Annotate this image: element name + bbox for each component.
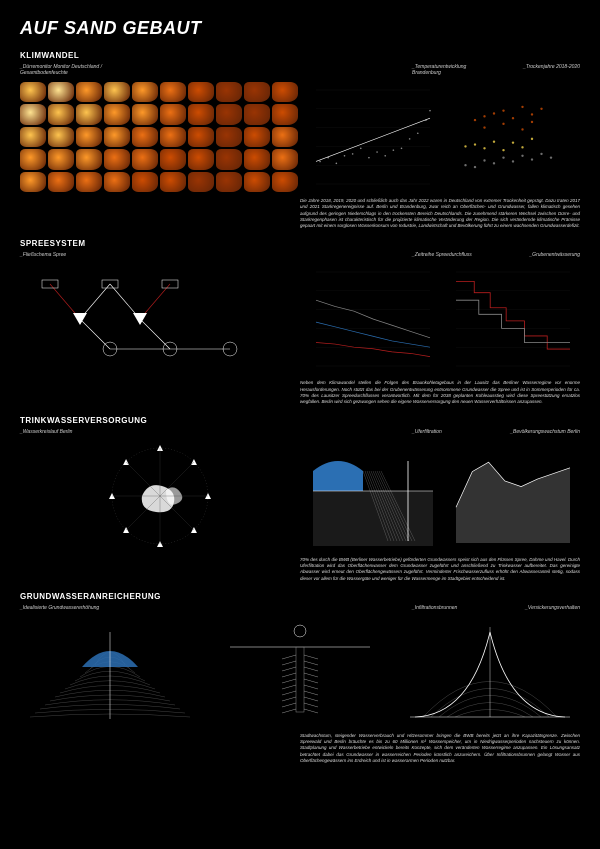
page-title: AUF SAND GEBAUT — [20, 18, 580, 39]
body-text: Stadtwachstum, steigender Wasserverbrauc… — [20, 733, 580, 764]
sublabels: _Wasserkreislauf Berlin _Uferfiltration … — [20, 429, 580, 435]
section-trinkwasser: TRINKWASSERVERSORGUNG _Wasserkreislauf B… — [20, 416, 580, 582]
map-grid-panel — [20, 82, 298, 192]
step-chart-panel — [448, 264, 578, 374]
sublabel: _Wasserkreislauf Berlin — [20, 429, 104, 435]
body-text: Neben dem Klimawandel stellen die Folgen… — [20, 380, 580, 405]
infiltration-panel — [400, 617, 580, 727]
mound-panel — [20, 617, 200, 727]
well-panel — [210, 617, 390, 727]
sublabel: _Versickerungsverhalten — [496, 605, 580, 611]
section-header: GRUNDWASSERANREICHERUNG — [20, 592, 580, 601]
timeseries-panel — [308, 264, 438, 374]
body-text: Die Jahre 2018, 2019, 2020 und schließli… — [20, 198, 580, 229]
sublabel: _Bevölkerungswachstum Berlin — [496, 429, 580, 435]
sublabel: _Fließschema Spree — [20, 252, 104, 258]
radial-panel — [20, 441, 298, 551]
body-text: 70% des durch die BWB (Berliner Wasserbe… — [20, 557, 580, 582]
section-header: KLIMWANDEL — [20, 51, 580, 60]
section-grundwasser: GRUNDWASSERANREICHERUNG _Idealisierte Gr… — [20, 592, 580, 764]
section-header: TRINKWASSERVERSORGUNG — [20, 416, 580, 425]
sublabel: _Temperaturentwicklung Brandenburg — [104, 64, 496, 76]
population-panel — [448, 441, 578, 551]
section-spreesystem: SPREESYSTEM _Fließschema Spree _Zeitreih… — [20, 239, 580, 405]
temp-chart-panel — [308, 82, 438, 192]
sublabel: _Zeitreihe Spreedurchfluss — [104, 252, 496, 258]
filtration-panel — [308, 441, 438, 551]
sublabel: _Grubenentwässerung — [496, 252, 580, 258]
sublabels: _Dürremonitor Monitor Deutschland / Gesa… — [20, 64, 580, 76]
sublabel: _Dürremonitor Monitor Deutschland / Gesa… — [20, 64, 104, 76]
flowchart-panel — [20, 264, 298, 374]
section-klimwandel: KLIMWANDEL _Dürremonitor Monitor Deutsch… — [20, 51, 580, 229]
sublabel: _Trockenjahre 2018-2020 — [496, 64, 580, 76]
section-header: SPREESYSTEM — [20, 239, 580, 248]
sublabels: _Idealisierte Grundwassererhöhung _Infil… — [20, 605, 580, 611]
dry-years-panel — [448, 82, 578, 192]
sublabels: _Fließschema Spree _Zeitreihe Spreedurch… — [20, 252, 580, 258]
sublabel: _Uferfiltration — [104, 429, 496, 435]
sublabel: _Idealisierte Grundwassererhöhung — [20, 605, 104, 611]
sublabel: _Infiltrationsbrunnen — [104, 605, 496, 611]
